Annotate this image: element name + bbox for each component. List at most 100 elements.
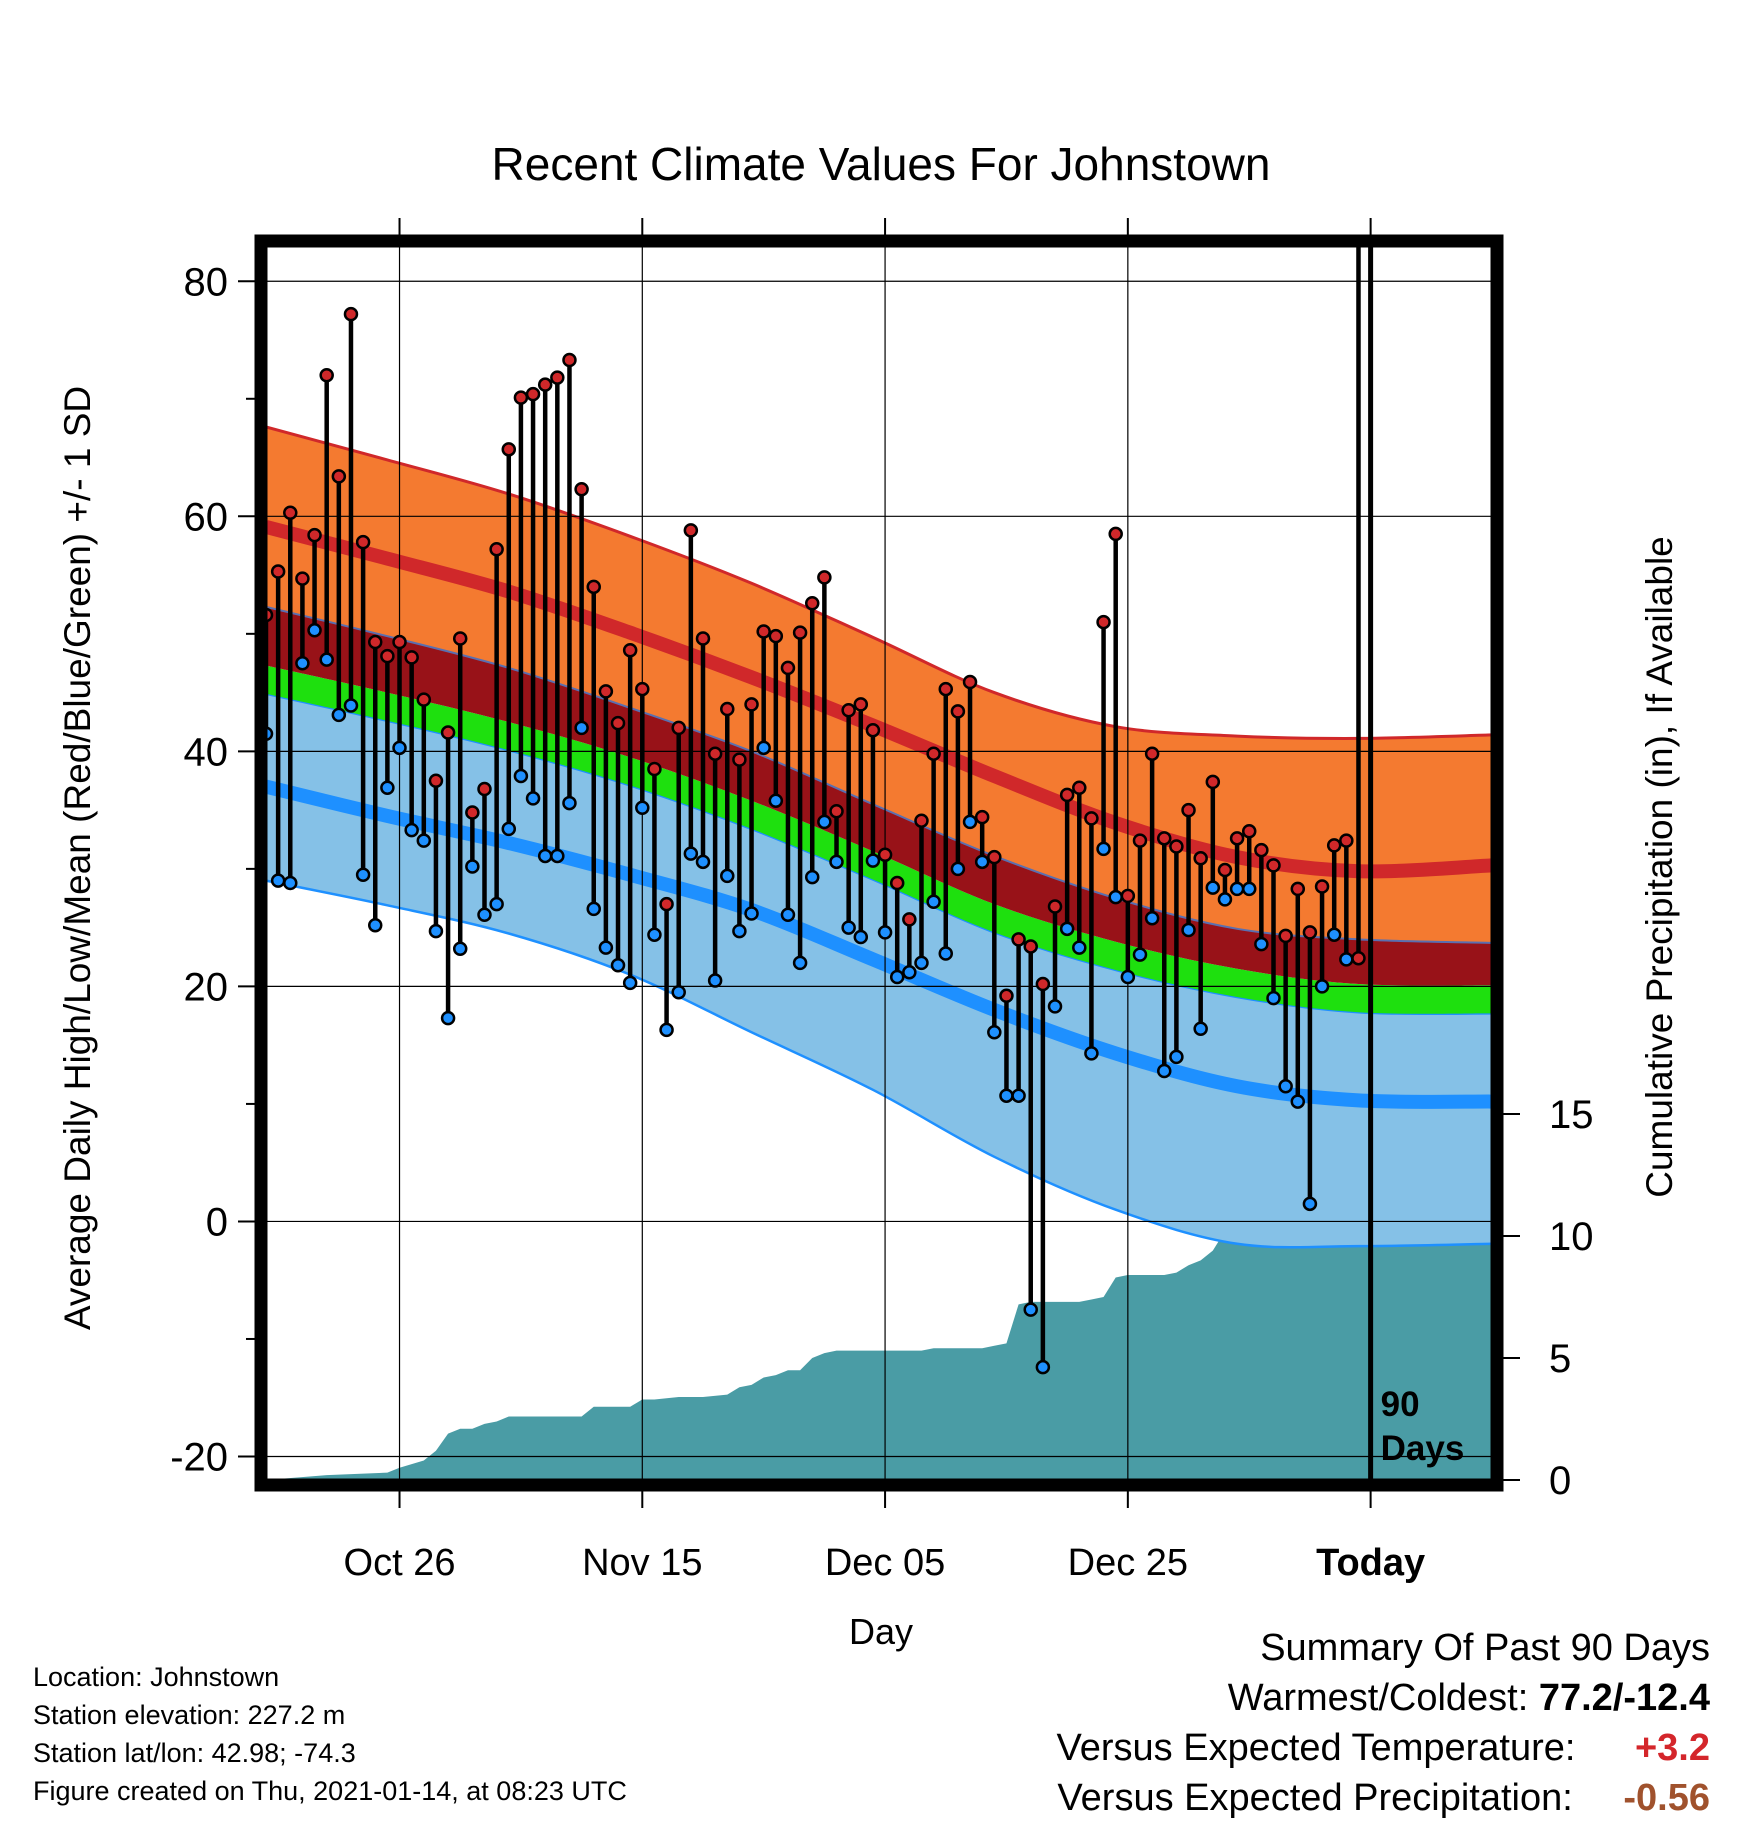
- location-text: Location: Johnstown: [33, 1662, 280, 1692]
- obs-low-point: [477, 907, 492, 922]
- obs-low-point: [1144, 910, 1160, 926]
- obs-high-point: [1217, 862, 1233, 878]
- obs-high-point: [513, 390, 529, 405]
- obs-high-point: [380, 648, 395, 664]
- obs-high-point: [574, 482, 589, 497]
- obs-high-point: [1326, 838, 1342, 853]
- obs-high-point: [1120, 888, 1136, 904]
- obs-high-point: [319, 368, 334, 383]
- today-annotation-line1: 90: [1381, 1385, 1420, 1424]
- obs-low-point: [1072, 940, 1087, 955]
- obs-high-point: [853, 697, 869, 712]
- obs-high-point: [270, 564, 286, 579]
- y-tick-label: 20: [184, 965, 229, 1009]
- obs-low-point: [562, 795, 577, 811]
- obs-high-point: [804, 596, 820, 611]
- obs-low-point: [889, 969, 905, 985]
- obs-high-point: [792, 625, 808, 640]
- obs-high-point: [841, 702, 856, 718]
- obs-low-point: [683, 846, 699, 861]
- obs-high-point: [1096, 614, 1111, 630]
- obs-low-point: [817, 814, 832, 830]
- obs-low-point: [428, 923, 444, 939]
- obs-low-point: [598, 940, 614, 955]
- high-upper-edge: [266, 425, 1492, 740]
- low-sd-band: [266, 693, 1492, 1248]
- y-tick-label: 60: [184, 495, 229, 539]
- obs-high-point: [416, 692, 432, 707]
- obs-high-point: [720, 701, 735, 717]
- obs-low-point: [270, 873, 286, 888]
- obs-high-point: [610, 715, 626, 731]
- obs-high-point: [902, 912, 917, 927]
- obs-low-point: [902, 965, 917, 980]
- obs-high-point: [465, 805, 480, 820]
- obs-low-point: [319, 652, 334, 667]
- obs-low-point: [416, 833, 432, 848]
- obs-high-point: [1084, 811, 1099, 826]
- obs-high-point: [1181, 802, 1196, 818]
- station-info: Location: Johnstown Station elevation: 2…: [33, 1658, 627, 1810]
- obs-low-point: [744, 906, 759, 921]
- obs-low-point: [283, 875, 298, 891]
- obs-low-point: [1169, 1049, 1184, 1065]
- obs-low-point: [792, 955, 808, 971]
- y-axis-label: Average Daily High/Low/Mean (Red/Blue/Gr…: [57, 386, 98, 1330]
- obs-low-point: [610, 957, 626, 973]
- obs-low-point: [914, 955, 929, 971]
- y2-tick-label: 5: [1549, 1337, 1571, 1381]
- obs-high-point: [343, 306, 359, 322]
- x-tick-label: Dec 05: [825, 1542, 945, 1584]
- obs-high-point: [525, 386, 541, 402]
- obs-low-point: [647, 927, 662, 942]
- obs-low-point: [452, 941, 468, 957]
- obs-low-point: [1011, 1088, 1026, 1103]
- obs-high-point: [1108, 526, 1123, 542]
- obs-high-point: [1023, 939, 1038, 954]
- temp-anomaly-label: Versus Expected Temperature:: [1056, 1727, 1576, 1769]
- obs-high-point: [537, 377, 553, 392]
- obs-high-point: [1241, 824, 1257, 839]
- obs-high-point: [440, 725, 456, 740]
- obs-high-point: [307, 527, 322, 543]
- obs-high-point: [586, 579, 601, 595]
- plot-area: 90 Days: [266, 246, 1492, 1480]
- obs-low-point: [307, 623, 322, 638]
- obs-high-point: [622, 643, 638, 658]
- y-tick-label: 40: [184, 730, 229, 774]
- obs-high-point: [1047, 899, 1063, 914]
- obs-low-point: [1157, 1063, 1172, 1079]
- x-tick-label: Oct 26: [344, 1542, 456, 1584]
- obs-low-point: [1217, 892, 1233, 907]
- obs-low-point: [938, 946, 954, 961]
- obs-low-point: [1023, 1302, 1038, 1317]
- obs-high-point: [598, 684, 614, 699]
- obs-low-point: [768, 793, 784, 808]
- obs-high-point: [1157, 831, 1172, 846]
- obs-low-point: [1059, 921, 1075, 937]
- obs-low-point: [1096, 841, 1111, 857]
- y2-tick-label: 15: [1549, 1093, 1594, 1137]
- obs-low-point: [950, 861, 966, 877]
- obs-high-point: [392, 634, 407, 650]
- warmest-coldest-row: Warmest/Coldest: 77.2/-12.4: [1057, 1673, 1710, 1723]
- x-tick-label: Dec 25: [1068, 1542, 1188, 1584]
- obs-low-point: [671, 985, 686, 1000]
- latlon-text: Station lat/lon: 42.98; -74.3: [33, 1738, 356, 1768]
- obs-low-point: [489, 896, 504, 912]
- obs-high-point: [1266, 858, 1281, 873]
- obs-low-point: [1193, 1021, 1208, 1036]
- obs-low-point: [1290, 1094, 1306, 1109]
- obs-high-point: [732, 752, 747, 767]
- obs-low-point: [343, 698, 359, 713]
- obs-low-point: [732, 923, 747, 939]
- obs-high-point: [987, 849, 1002, 865]
- mean-sd-band: [266, 665, 1492, 1014]
- obs-high-point: [1169, 839, 1184, 854]
- plot-frame: [254, 234, 1504, 1492]
- obs-low-point: [1314, 979, 1330, 994]
- obs-high-point: [780, 660, 796, 676]
- obs-low-point: [1339, 952, 1354, 967]
- obs-low-point: [465, 859, 480, 874]
